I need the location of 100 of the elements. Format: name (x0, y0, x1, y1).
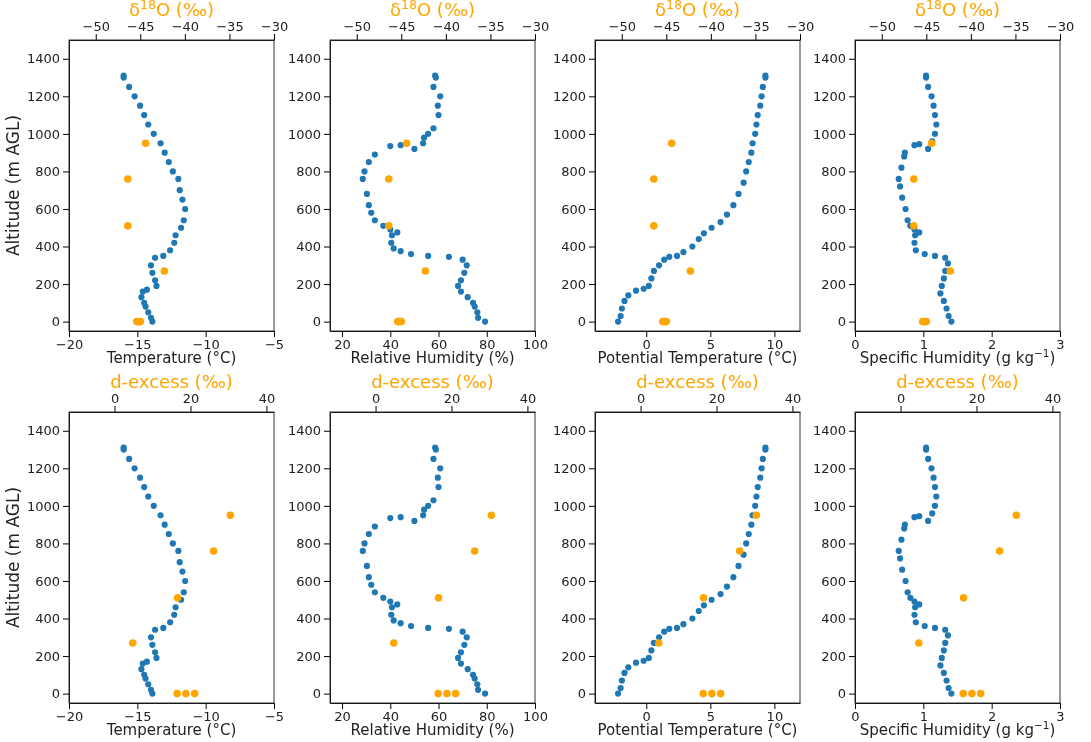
y-tick-label: 1400 (812, 423, 846, 439)
y-tick-label: 1200 (287, 88, 321, 104)
y-tick-label: 1400 (26, 51, 60, 67)
y-tick-label: 1000 (552, 498, 586, 514)
y-tick-label: 1400 (812, 51, 846, 67)
y-tick-label: 1000 (812, 498, 846, 514)
x2-tick-label: −30 (260, 19, 289, 34)
y-tick-label: 600 (821, 201, 846, 217)
y-tick-label: 800 (296, 536, 321, 552)
x-tick-label: 0 (851, 709, 860, 725)
x2-tick-label: 0 (636, 391, 646, 406)
x2-tick-label: −30 (786, 19, 815, 34)
y-tick-label: 200 (821, 276, 846, 292)
x-tick-label: 0 (851, 337, 860, 353)
x2-tick-label: 40 (258, 391, 276, 406)
y-tick-label: 600 (296, 573, 321, 589)
x2-tick-label: 0 (371, 391, 381, 406)
y-tick-label: 0 (837, 686, 846, 702)
y-tick-label: 1400 (26, 423, 60, 439)
y-tick-label: 200 (296, 648, 321, 664)
x-tick-label: 20 (334, 337, 351, 353)
y-tick-label: 400 (821, 611, 846, 627)
x2-tick-label: −45 (127, 19, 155, 34)
y-tick-label: 600 (561, 201, 586, 217)
y-tick-label: 1200 (287, 460, 321, 476)
x2-axis-title: d-excess (‰) (110, 371, 233, 392)
y-tick-label: 600 (35, 201, 60, 217)
y-tick-label: 0 (577, 314, 586, 330)
x2-tick-label: −40 (957, 19, 986, 34)
x2-tick-label: −45 (388, 19, 416, 34)
x2-tick-label: −40 (171, 19, 200, 34)
x2-tick-label: 0 (110, 391, 120, 406)
y-tick-label: 400 (561, 611, 586, 627)
y-tick-label: 800 (821, 536, 846, 552)
x2-tick-label: 20 (182, 391, 200, 406)
y-tick-label: 200 (821, 648, 846, 664)
y-tick-label: 1000 (26, 498, 60, 514)
x2-tick-label: 40 (784, 391, 802, 406)
x2-tick-label: −40 (697, 19, 726, 34)
y-axis-title: Altitude (m AGL) (3, 114, 23, 257)
x-tick-label: 100 (523, 337, 548, 353)
y-tick-label: 1200 (812, 88, 846, 104)
y-tick-label: 200 (561, 276, 586, 292)
x-tick-label: 3 (1056, 337, 1065, 353)
y-tick-label: 200 (296, 276, 321, 292)
x2-tick-label: −30 (521, 19, 550, 34)
y-tick-label: 400 (296, 239, 321, 255)
x2-tick-label: −50 (868, 19, 896, 34)
y-tick-label: 1200 (26, 88, 60, 104)
y-tick-label: 800 (35, 536, 60, 552)
x-tick-label: −5 (264, 709, 285, 725)
y-tick-label: 600 (561, 573, 586, 589)
y-tick-label: 1200 (26, 460, 60, 476)
x2-tick-label: −50 (608, 19, 636, 34)
y-tick-label: 400 (35, 239, 60, 255)
x2-axis-title: d-excess (‰) (636, 371, 759, 392)
x2-tick-label: 0 (896, 391, 906, 406)
x2-tick-label: 20 (708, 391, 726, 406)
y-tick-label: 800 (296, 164, 321, 180)
x2-tick-label: −35 (742, 19, 770, 34)
y-tick-label: 1200 (812, 460, 846, 476)
y-tick-label: 1000 (287, 126, 321, 142)
y-tick-label: 0 (837, 314, 846, 330)
y-tick-label: 400 (821, 239, 846, 255)
y-tick-label: 1400 (287, 423, 321, 439)
x-tick-label: −20 (55, 709, 84, 725)
y-tick-label: 600 (35, 573, 60, 589)
x2-tick-label: 40 (1044, 391, 1062, 406)
y-tick-label: 1000 (287, 498, 321, 514)
y-tick-label: 200 (35, 276, 60, 292)
x2-tick-label: −50 (82, 19, 110, 34)
x2-tick-label: 20 (968, 391, 986, 406)
x2-tick-label: −35 (216, 19, 244, 34)
y-tick-label: 1000 (812, 126, 846, 142)
x2-tick-label: −40 (432, 19, 461, 34)
y-tick-label: 0 (51, 686, 60, 702)
y-axis-title: Altitude (m AGL) (3, 486, 23, 629)
y-tick-label: 400 (35, 611, 60, 627)
x-tick-label: −5 (264, 337, 285, 353)
x2-tick-label: −45 (913, 19, 941, 34)
y-tick-label: 0 (577, 686, 586, 702)
x2-tick-label: 20 (443, 391, 461, 406)
x-tick-label: 3 (1056, 709, 1065, 725)
x-tick-label: 20 (334, 709, 351, 725)
x-tick-label: 100 (523, 709, 548, 725)
y-tick-label: 800 (821, 164, 846, 180)
y-tick-label: 1000 (552, 126, 586, 142)
y-tick-label: 200 (561, 648, 586, 664)
x2-axis-title: d-excess (‰) (896, 371, 1019, 392)
x2-tick-label: −50 (343, 19, 371, 34)
x2-tick-label: −35 (1002, 19, 1030, 34)
y-tick-label: 600 (296, 201, 321, 217)
y-tick-label: 800 (561, 164, 586, 180)
y-tick-label: 1400 (552, 51, 586, 67)
x-tick-label: −20 (55, 337, 84, 353)
y-tick-label: 0 (312, 314, 321, 330)
x2-tick-label: −35 (477, 19, 505, 34)
x2-tick-label: −30 (1046, 19, 1075, 34)
y-tick-label: 1200 (552, 88, 586, 104)
y-tick-label: 1400 (287, 51, 321, 67)
